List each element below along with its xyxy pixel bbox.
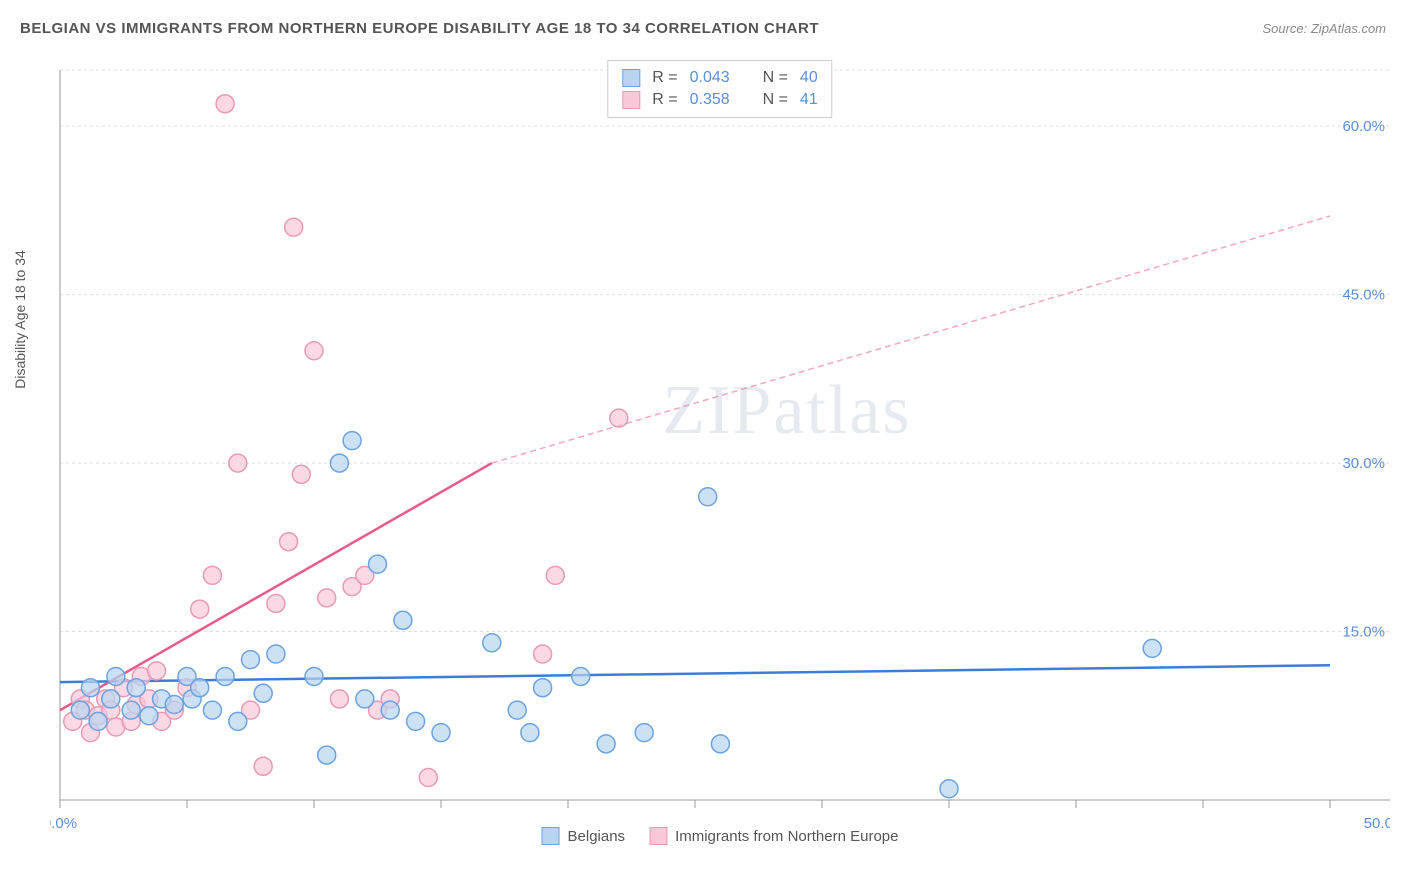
legend-swatch-blue — [622, 69, 640, 87]
chart-source: Source: ZipAtlas.com — [1262, 21, 1386, 36]
n-label: N = — [763, 91, 788, 109]
r-value: 0.043 — [690, 69, 730, 87]
chart-title: BELGIAN VS IMMIGRANTS FROM NORTHERN EURO… — [20, 20, 819, 37]
legend-swatch-pink — [649, 827, 667, 845]
svg-text:60.0%: 60.0% — [1342, 118, 1385, 135]
legend-item: Immigrants from Northern Europe — [649, 827, 898, 845]
chart-header: BELGIAN VS IMMIGRANTS FROM NORTHERN EURO… — [20, 20, 1386, 37]
svg-text:50.0%: 50.0% — [1364, 815, 1390, 832]
legend-item: Belgians — [542, 827, 626, 845]
legend-swatch-pink — [622, 91, 640, 109]
scatter-chart: 0.0% 50.0% 15.0% 30.0% 45.0% 60.0% — [50, 60, 1390, 840]
svg-text:30.0%: 30.0% — [1342, 455, 1385, 472]
legend-row: R = 0.358 N = 41 — [622, 89, 817, 111]
legend-row: R = 0.043 N = 40 — [622, 67, 817, 89]
y-axis-label: Disability Age 18 to 34 — [12, 250, 28, 389]
svg-text:15.0%: 15.0% — [1342, 624, 1385, 641]
r-label: R = — [652, 69, 677, 87]
legend-label: Immigrants from Northern Europe — [675, 828, 898, 845]
legend-swatch-blue — [542, 827, 560, 845]
r-label: R = — [652, 91, 677, 109]
n-value: 40 — [800, 69, 818, 87]
chart-area: Disability Age 18 to 34 0.0%50.0%15.0%30… — [50, 60, 1390, 840]
r-value: 0.358 — [690, 91, 730, 109]
svg-text:0.0%: 0.0% — [50, 815, 77, 832]
correlation-legend: R = 0.043 N = 40 R = 0.358 N = 41 — [607, 60, 832, 118]
n-label: N = — [763, 69, 788, 87]
legend-label: Belgians — [568, 828, 626, 845]
svg-text:45.0%: 45.0% — [1342, 287, 1385, 304]
series-legend: Belgians Immigrants from Northern Europe — [542, 827, 899, 845]
n-value: 41 — [800, 91, 818, 109]
